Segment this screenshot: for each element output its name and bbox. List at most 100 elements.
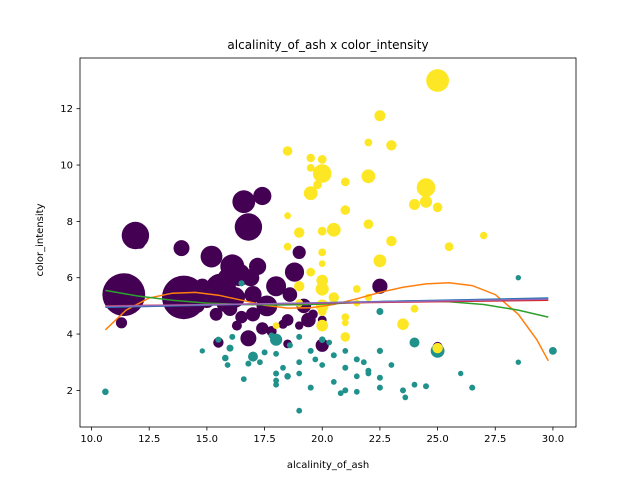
scatter-point-class-1 — [257, 359, 263, 366]
scatter-point-class-0 — [245, 307, 261, 322]
scatter-point-class-1 — [307, 384, 314, 391]
scatter-point-class-1 — [296, 370, 303, 377]
scatter-point-class-2 — [306, 267, 316, 277]
scatter-point-class-0 — [249, 257, 267, 275]
scatter-point-class-1 — [273, 377, 279, 384]
scatter-point-class-1 — [307, 347, 314, 354]
scatter-point-class-0 — [231, 320, 242, 331]
scatter-point-class-0 — [253, 186, 272, 206]
scatter-point-class-1 — [515, 359, 521, 365]
scatter-point-class-2 — [397, 318, 409, 331]
y-tick-label: 4 — [67, 330, 73, 341]
scatter-point-class-0 — [244, 286, 262, 304]
scatter-point-class-2 — [364, 138, 373, 147]
scatter-point-class-1 — [402, 394, 409, 401]
scatter-point-class-1 — [248, 351, 258, 362]
x-tick-label: 10.0 — [80, 434, 102, 445]
scatter-point-class-1 — [458, 370, 464, 377]
scatter-point-class-2 — [306, 164, 315, 172]
scatter-point-class-2 — [284, 212, 291, 220]
scatter-point-class-2 — [373, 254, 387, 268]
scatter-point-class-0 — [135, 238, 145, 249]
scatter-point-class-1 — [376, 374, 383, 381]
y-tick-label: 6 — [67, 273, 73, 284]
scatter-point-class-0 — [284, 262, 305, 282]
scatter-point-class-2 — [340, 205, 351, 215]
fit-line-5 — [105, 298, 549, 308]
scatter-point-class-1 — [330, 379, 337, 385]
scatter-point-class-1 — [229, 333, 236, 340]
scatter-point-class-2 — [426, 69, 449, 92]
x-axis: 10.0 12.5 15.0 17.5 20.0 22.5 25.0 27.5 30.0 — [80, 427, 564, 445]
scatter-point-class-0 — [200, 245, 223, 268]
scatter-point-class-2 — [340, 332, 351, 342]
scatter-point-class-1 — [342, 364, 349, 371]
scatter-point-class-1 — [353, 388, 360, 395]
scatter-point-class-0 — [256, 322, 269, 335]
plot-frame — [79, 57, 577, 428]
y-tick-label: 2 — [67, 386, 73, 397]
scatter-point-class-2 — [419, 195, 433, 208]
scatter-point-class-2 — [386, 140, 397, 151]
scatter-point-class-1 — [222, 354, 229, 362]
scatter-point-class-0 — [234, 213, 263, 241]
x-tick-label: 25.0 — [426, 434, 448, 445]
scatter-point-class-1 — [515, 275, 521, 281]
scatter-point-class-1 — [273, 370, 280, 377]
scatter-point-class-2 — [361, 169, 376, 184]
x-tick-label: 15.0 — [196, 434, 218, 445]
scatter-point-class-0 — [235, 310, 248, 324]
scatter-point-class-0 — [308, 309, 318, 320]
fit-line-1 — [104, 282, 549, 362]
scatter-point-class-1 — [353, 373, 360, 380]
scatter-point-class-0 — [295, 321, 304, 330]
scatter-point-class-0 — [209, 307, 223, 321]
scatter-point-class-1 — [199, 348, 205, 354]
scatter-point-class-2 — [352, 285, 361, 293]
x-tick-label: 20.0 — [311, 434, 333, 445]
x-tick-label: 27.5 — [484, 434, 506, 445]
x-tick-label: 12.5 — [138, 434, 160, 445]
scatter-point-class-1 — [261, 349, 268, 356]
scatter-point-class-2 — [410, 304, 419, 313]
scatter-point-class-2 — [432, 342, 443, 354]
scatter-point-class-1 — [365, 370, 372, 377]
scatter-point-class-0 — [282, 287, 298, 302]
scatter-point-class-2 — [386, 235, 397, 247]
scatter-point-class-2 — [283, 242, 292, 251]
scatter-point-class-0 — [372, 278, 388, 294]
y-tick-label: 8 — [67, 217, 73, 228]
scatter-point-class-0 — [232, 190, 256, 214]
scatter-point-class-2 — [416, 178, 436, 197]
scatter-point-class-1 — [342, 387, 349, 394]
scatter-point-class-2 — [272, 322, 280, 329]
scatter-point-class-2 — [303, 186, 318, 201]
scatter-point-class-2 — [363, 219, 374, 229]
scatter-point-class-1 — [342, 348, 349, 354]
y-axis-label: color_intensity — [35, 203, 46, 276]
scatter-point-class-1 — [296, 333, 303, 340]
scatter-point-class-2 — [312, 164, 332, 183]
scatter-point-class-1 — [238, 280, 245, 287]
scatter-point-class-0 — [173, 240, 190, 257]
scatter-point-class-0 — [292, 245, 306, 259]
scatter-point-class-2 — [313, 180, 322, 190]
x-tick-label: 30.0 — [542, 434, 564, 445]
chart-title: alcalinity_of_ash x color_intensity — [227, 38, 428, 52]
scatter-point-class-0 — [194, 278, 210, 294]
scatter-point-class-0 — [240, 330, 257, 347]
scatter-point-class-1 — [318, 336, 326, 344]
scatter-point-class-1 — [102, 388, 109, 396]
scatter-point-class-1 — [245, 360, 252, 367]
points-layer — [102, 69, 557, 414]
scatter-point-class-2 — [282, 146, 293, 156]
x-tick-label: 17.5 — [253, 434, 275, 445]
scatter-point-class-0 — [315, 338, 329, 352]
scatter-point-class-0 — [115, 317, 128, 329]
scatter-point-class-1 — [388, 362, 395, 368]
scatter-point-class-2 — [294, 281, 305, 292]
scatter-point-class-1 — [326, 339, 333, 346]
scatter-point-class-1 — [376, 347, 383, 354]
